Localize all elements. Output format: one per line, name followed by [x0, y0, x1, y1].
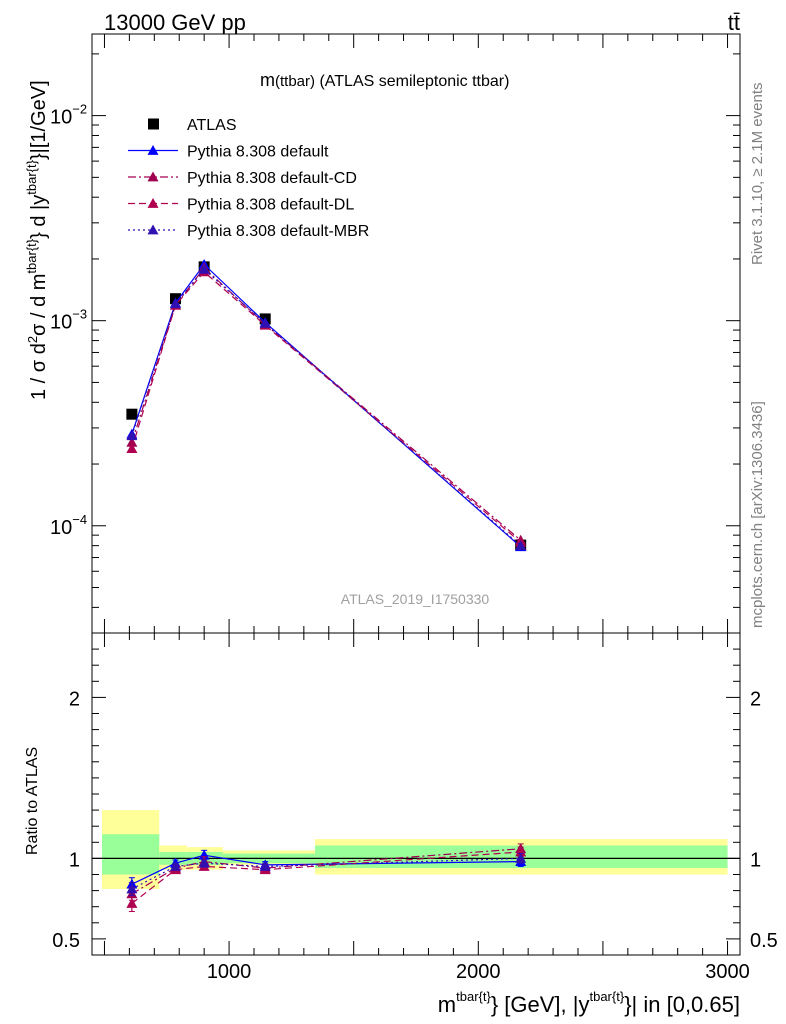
- y-tick-label: 10−3: [50, 307, 87, 334]
- ylabel-b: 2: [25, 336, 40, 343]
- x-tick-label: 1000: [207, 961, 252, 983]
- ylabel-d: tbar{t}: [24, 238, 39, 273]
- series-line: [131, 271, 522, 543]
- ratio-panel-frame: [91, 632, 741, 956]
- analysis-watermark: ATLAS_2019_I1750330: [341, 591, 490, 607]
- legend: ATLAS Pythia 8.308 default Pythia 8.308 de…: [128, 117, 369, 240]
- series-4: [126, 263, 527, 551]
- ratio-y-tick-label: 1: [69, 849, 80, 871]
- data-point: [126, 443, 138, 453]
- data-point: [515, 540, 527, 551]
- header-process-label: tt̄: [728, 10, 740, 35]
- y-tick-label: 10−2: [50, 102, 87, 129]
- xlabel-a: m: [438, 992, 456, 1017]
- series-2: [126, 262, 527, 545]
- ylabel-g: }|[1/GeV]: [28, 80, 50, 160]
- main-plot-title: m(ttbar) (ATLAS semileptonic ttbar): [260, 70, 509, 90]
- legend-label: Pythia 8.308 default-DL: [187, 197, 354, 214]
- legend-label: Pythia 8.308 default-MBR: [187, 223, 369, 240]
- ratio-line: [131, 851, 521, 904]
- data-point: [126, 436, 138, 447]
- series-line: [131, 263, 522, 548]
- legend-entry: ATLAS: [148, 117, 237, 134]
- xlabel-d: tbar{t}: [589, 989, 624, 1004]
- title-subscript: (ttbar): [275, 73, 315, 90]
- ratio-point: [126, 897, 138, 908]
- ratio-y-tick-label-right: 2: [750, 688, 761, 710]
- title-description: (ATLAS semileptonic ttbar): [315, 73, 509, 90]
- series-3: [126, 266, 527, 547]
- legend-label: Pythia 8.308 default-CD: [187, 170, 357, 187]
- ylabel-f: tbar{t}: [24, 159, 39, 194]
- uncertainty-band-inner: [101, 834, 160, 875]
- x-tick-label: 3000: [705, 961, 750, 983]
- legend-label: ATLAS: [187, 117, 237, 134]
- data-point: [259, 317, 271, 328]
- ratio-point: [169, 860, 181, 871]
- title-symbol: m: [260, 70, 275, 90]
- data-point: [198, 263, 210, 274]
- ratio-point: [259, 860, 271, 871]
- series-line: [131, 268, 522, 547]
- ratio-point: [515, 852, 527, 863]
- ratio-series-3: [126, 852, 527, 896]
- ratio-point: [198, 857, 210, 868]
- legend-marker: [147, 224, 159, 235]
- xlabel-e: }| in [0,0.65]: [624, 992, 740, 1017]
- data-point: [126, 408, 138, 420]
- y-axis-label: 1 / σ d2σ / d mtbar{t}} d |ytbar{t}}|[1/…: [24, 80, 50, 400]
- ratio-y-tick-label-right: 1: [750, 849, 761, 871]
- legend-marker: [147, 198, 159, 208]
- main-panel: 10−4 10−3 10−2 m(ttbar) (ATLAS semileptoni…: [24, 33, 741, 634]
- ratio-y-tick-label-right: 0.5: [750, 930, 778, 952]
- xlabel-b: tbar{t}: [456, 989, 491, 1004]
- series-0: [126, 261, 527, 551]
- x-tick-label: 2000: [456, 961, 501, 983]
- legend-entry: Pythia 8.308 default-CD: [128, 170, 357, 187]
- legend-entry: Pythia 8.308 default-DL: [128, 197, 354, 214]
- ratio-y-tick-label: 2: [69, 688, 80, 710]
- ylabel-a: 1 / σ d: [28, 343, 50, 400]
- legend-entry: Pythia 8.308 default-MBR: [128, 223, 369, 240]
- legend-marker: [148, 118, 159, 130]
- y-tick-label: 10−4: [50, 512, 87, 539]
- legend-marker: [147, 145, 159, 155]
- data-point: [169, 298, 181, 309]
- legend-label: Pythia 8.308 default: [187, 144, 329, 161]
- data-point: [126, 430, 138, 441]
- legend-entry: Pythia 8.308 default: [128, 144, 329, 161]
- series-line: [131, 266, 522, 541]
- xlabel-c: } [GeV], |y: [491, 992, 590, 1017]
- x-axis-label: mtbar{t}} [GeV], |ytbar{t}}| in [0,0.65]: [438, 989, 740, 1017]
- ratio-y-axis-label: Ratio to ATLAS: [24, 747, 41, 855]
- header-energy-label: 13000 GeV pp: [104, 10, 246, 35]
- mcplots-credit-label: mcplots.cern.ch [arXiv:1306.3436]: [749, 401, 766, 628]
- ylabel-e: } d |y: [28, 195, 50, 239]
- ylabel-c: σ / d m: [28, 274, 50, 336]
- ratio-y-tick-label: 0.5: [52, 930, 80, 952]
- legend-marker: [147, 171, 159, 182]
- rivet-version-label: Rivet 3.1.10, ≥ 2.1M events: [749, 83, 766, 266]
- ratio-point: [126, 883, 138, 894]
- series-1: [126, 258, 527, 552]
